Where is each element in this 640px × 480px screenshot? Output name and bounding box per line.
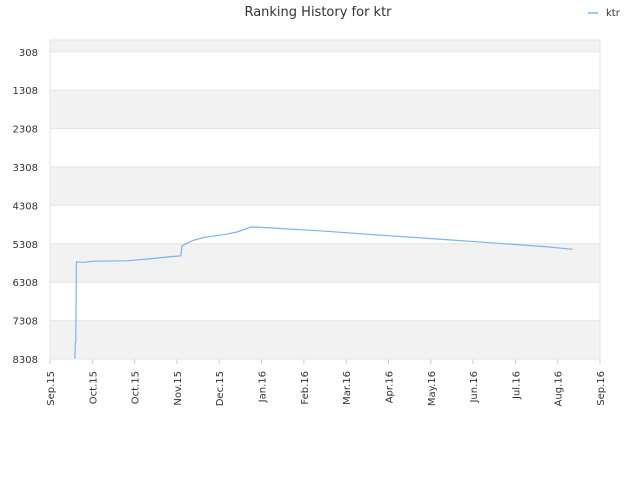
y-axis: 308 1308 2308 3308 4308 5308 6308 7308 8308 bbox=[13, 48, 38, 366]
x-tick-label: Nov.15 bbox=[173, 371, 184, 406]
series-line-ktr[interactable] bbox=[74, 226, 573, 360]
x-tick-label: Sep.15 bbox=[46, 371, 57, 406]
plot-band bbox=[50, 167, 600, 206]
x-axis: Sep.15 Oct.15 Oct.15 Nov.15 Dec.15 Jan.16 Feb.… bbox=[46, 359, 607, 406]
plot-bands bbox=[50, 40, 600, 359]
plot-band bbox=[50, 40, 600, 52]
chart-title: Ranking History for ktr bbox=[244, 5, 392, 20]
x-tick-label: Jul.16 bbox=[511, 371, 522, 400]
x-tick-label: Jan.16 bbox=[258, 371, 269, 403]
y-tick-label: 3308 bbox=[13, 163, 38, 174]
x-tick-label: Oct.15 bbox=[88, 371, 99, 404]
plot-band bbox=[50, 320, 600, 359]
x-tick-label: Apr.16 bbox=[384, 371, 395, 403]
plot-band bbox=[50, 205, 600, 244]
plot-band bbox=[50, 51, 600, 91]
x-tick-label: Feb.16 bbox=[300, 371, 311, 405]
y-tick-label: 4308 bbox=[13, 201, 38, 212]
x-tick-label: Aug.16 bbox=[554, 371, 565, 406]
plot-border bbox=[49, 39, 601, 360]
y-tick-label: 1308 bbox=[13, 86, 38, 97]
x-tick-label: Dec.15 bbox=[215, 371, 226, 406]
plot-band bbox=[50, 243, 600, 283]
y-tick-label: 2308 bbox=[13, 125, 38, 136]
x-tick-label: Mar.16 bbox=[342, 371, 353, 405]
x-tick-label: Jun.16 bbox=[469, 371, 480, 404]
y-tick-label: 8308 bbox=[13, 355, 38, 366]
plot-band bbox=[50, 90, 600, 129]
x-tick-label: May.16 bbox=[427, 371, 438, 406]
legend-label: ktr bbox=[606, 8, 621, 19]
y-tick-label: 6308 bbox=[13, 278, 38, 289]
y-tick-label: 308 bbox=[19, 48, 38, 59]
plot-band bbox=[50, 282, 600, 321]
plot-band bbox=[50, 128, 600, 168]
legend[interactable]: ktr bbox=[588, 8, 621, 19]
y-tick-label: 7308 bbox=[13, 317, 38, 328]
y-tick-label: 5308 bbox=[13, 240, 38, 251]
x-tick-label: Oct.15 bbox=[131, 371, 142, 404]
x-tick-label: Sep.16 bbox=[596, 371, 607, 406]
